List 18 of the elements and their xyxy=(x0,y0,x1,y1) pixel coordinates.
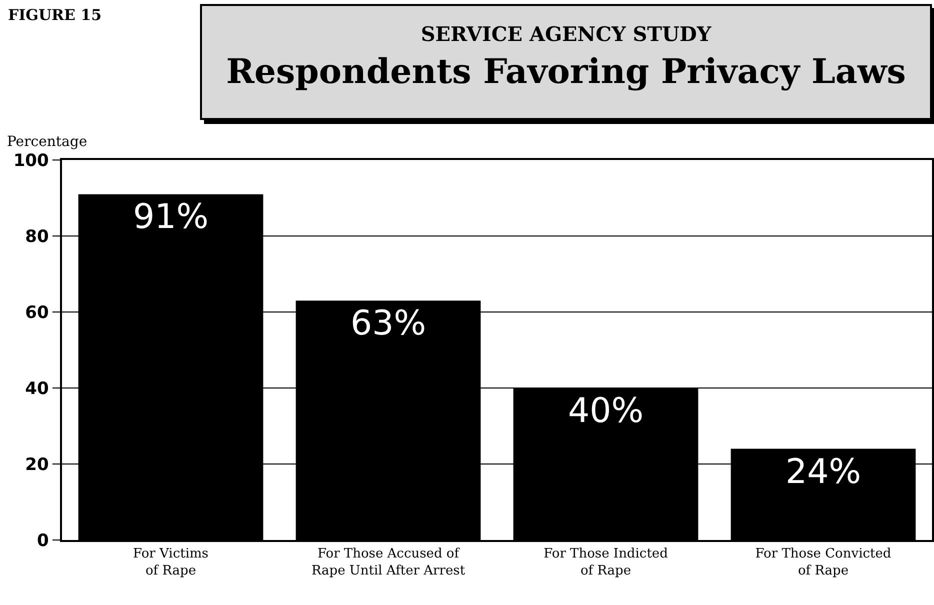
data-label: 63% xyxy=(350,304,426,344)
chart-title: Respondents Favoring Privacy Laws xyxy=(225,52,907,92)
x-tick-label: For Those Convicted of Rape xyxy=(755,546,892,578)
caption: FIGURE 15 xyxy=(8,6,102,24)
y-tick-label: 0 xyxy=(37,530,50,551)
x-tick-label: For Those Indicted of Rape xyxy=(544,546,668,578)
y-tick-label: 40 xyxy=(25,378,50,399)
y-tick-label: 100 xyxy=(13,150,50,171)
data-label: 40% xyxy=(568,391,644,431)
x-tick-label: For Those Accused of Rape Until After Arrest xyxy=(311,546,466,578)
data-label: 24% xyxy=(785,452,862,492)
y-axis-title: Percentage xyxy=(7,134,88,150)
y-tick-label: 20 xyxy=(25,454,50,475)
x-tick-label: For Victims of Rape xyxy=(133,546,208,578)
chart-subtitle: SERVICE AGENCY STUDY xyxy=(420,22,712,46)
y-tick-label: 80 xyxy=(25,226,50,247)
y-tick-label: 60 xyxy=(25,302,50,323)
data-label: 91% xyxy=(132,197,209,238)
